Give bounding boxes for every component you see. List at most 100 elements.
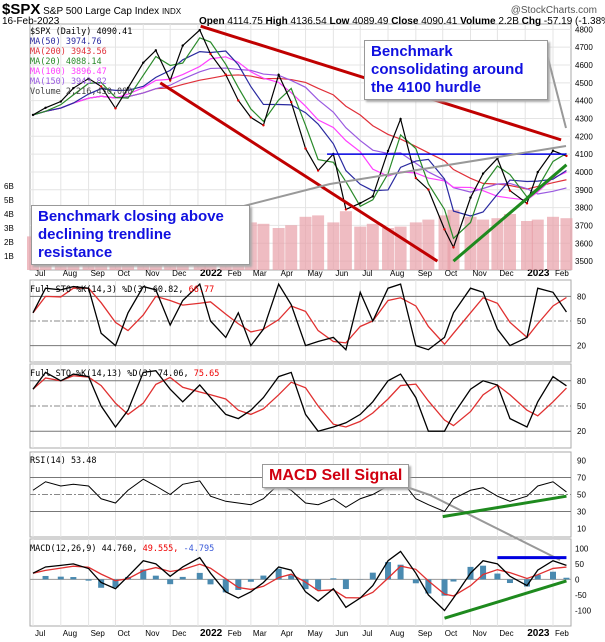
sto1-d-line	[32, 287, 567, 346]
y-tick-label: 3900	[575, 186, 593, 195]
chart-date: 16-Feb-2023	[2, 16, 60, 27]
macd-support-trendline	[444, 579, 567, 620]
x-tick-label: Dec	[172, 629, 186, 638]
price-point	[304, 147, 307, 150]
x-tick-label: Oct	[117, 269, 130, 278]
sto2-d-line	[32, 375, 567, 428]
price-point	[209, 52, 212, 56]
volume-bar	[464, 216, 477, 270]
price-point	[277, 73, 280, 77]
price-point	[168, 79, 172, 82]
price-point	[224, 73, 227, 76]
rsi-support-trendline	[442, 494, 567, 519]
legend-ma100: MA(100) 3896.47	[30, 67, 107, 77]
price-point	[290, 100, 293, 104]
x-tick-label: Aug	[63, 629, 77, 638]
sto2-title: Full STO %K(14,13) %D(3) 74.06, 75.65	[30, 369, 220, 379]
x-tick-label: Dec	[172, 269, 186, 278]
y-tick-label: 20	[577, 427, 586, 436]
legend-price: $SPX (Daily) 4090.41	[30, 27, 133, 37]
x-tick-label: Nov	[145, 269, 159, 278]
price-point	[359, 201, 362, 205]
legend-ma50: MA(50) 3974.76	[30, 37, 102, 47]
y-tick-label: 70	[577, 474, 586, 483]
y-tick-label: 4000	[575, 168, 593, 177]
volume-bar	[299, 216, 312, 270]
volume-tick-label: 2B	[4, 238, 14, 247]
volume-bar	[521, 221, 533, 270]
legend-ma150: MA(150) 3943.82	[30, 77, 107, 87]
annotation-closing-above: Benchmark closing above declining trendl…	[31, 205, 250, 265]
x-tick-label: Feb	[228, 629, 242, 638]
volume-bar	[531, 219, 544, 270]
volume-bar	[503, 214, 516, 270]
trendline-support	[452, 163, 568, 263]
chart-title: $SPX S&P 500 Large Cap Index INDX	[2, 1, 181, 18]
y-tick-label: 3500	[575, 257, 593, 266]
y-tick-label: 50	[577, 317, 586, 326]
macd-histogram-bar	[179, 576, 186, 580]
price-point	[452, 246, 455, 249]
macd-line	[32, 550, 567, 612]
price-point	[237, 99, 240, 102]
y-tick-label: 4100	[575, 150, 593, 159]
y-tick-label: 3700	[575, 221, 593, 230]
macd-histogram-bar	[196, 572, 203, 580]
macd-histogram-bar	[385, 562, 392, 580]
price-point	[249, 116, 253, 119]
price-point	[262, 124, 265, 127]
price-point	[31, 113, 35, 117]
macd-histogram-bar	[480, 565, 487, 580]
macd-histogram-bar	[288, 575, 295, 580]
price-point	[536, 170, 539, 174]
x-tick-label: Feb	[228, 269, 242, 278]
y-tick-label: 50	[575, 560, 584, 569]
x-tick-label: Sep	[91, 269, 106, 278]
price-line	[32, 29, 567, 249]
price-point	[414, 176, 418, 180]
x-tick-label: Aug	[390, 269, 404, 278]
price-legend: $SPX (Daily) 4090.41 MA(50) 3974.76 MA(2…	[30, 27, 132, 97]
y-tick-label: 4800	[575, 25, 593, 34]
y-tick-label: 50	[577, 491, 586, 500]
macd-histogram-bar	[98, 579, 105, 588]
macd-histogram-bar	[494, 573, 501, 580]
price-point	[551, 149, 555, 152]
y-tick-label: 4500	[575, 79, 593, 88]
macd-histogram-bar	[450, 579, 457, 582]
x-tick-label: Feb	[555, 629, 569, 638]
y-tick-label: 30	[577, 508, 586, 517]
price-point	[87, 77, 90, 80]
x-tick-label: May	[308, 269, 323, 278]
y-tick-label: 0	[575, 575, 580, 584]
x-tick-label: Oct	[445, 269, 458, 278]
y-tick-label: -50	[575, 591, 587, 600]
price-point	[443, 228, 446, 231]
volume-bar	[382, 228, 395, 270]
panel-macd	[29, 538, 572, 627]
x-tick-label: Mar	[253, 629, 267, 638]
y-tick-label: 20	[577, 342, 586, 351]
price-point	[469, 196, 472, 199]
legend-volume: Volume 2,216,430,080	[30, 87, 133, 97]
stockcharts-logo[interactable]: @StockCharts.com	[510, 5, 597, 16]
price-point	[154, 49, 158, 52]
volume-bar	[339, 211, 352, 270]
x-tick-label: Jul	[362, 629, 372, 638]
x-tick-label: Jun	[335, 629, 348, 638]
x-tick-label: Oct	[445, 629, 458, 638]
volume-bar	[477, 219, 490, 270]
x-tick-label: 2022	[200, 628, 223, 639]
y-tick-label: 90	[577, 457, 586, 466]
x-tick-label: Dec	[499, 629, 513, 638]
y-tick-label: 4700	[575, 43, 593, 52]
panel-sto2	[29, 363, 572, 449]
y-tick-label: 80	[577, 377, 586, 386]
callout-pointer	[235, 145, 567, 209]
volume-bar	[272, 228, 285, 270]
volume-tick-label: 1B	[4, 252, 14, 261]
x-tick-label: Nov	[473, 269, 487, 278]
x-tick-label: 2023	[527, 268, 550, 279]
price-point	[386, 149, 390, 153]
